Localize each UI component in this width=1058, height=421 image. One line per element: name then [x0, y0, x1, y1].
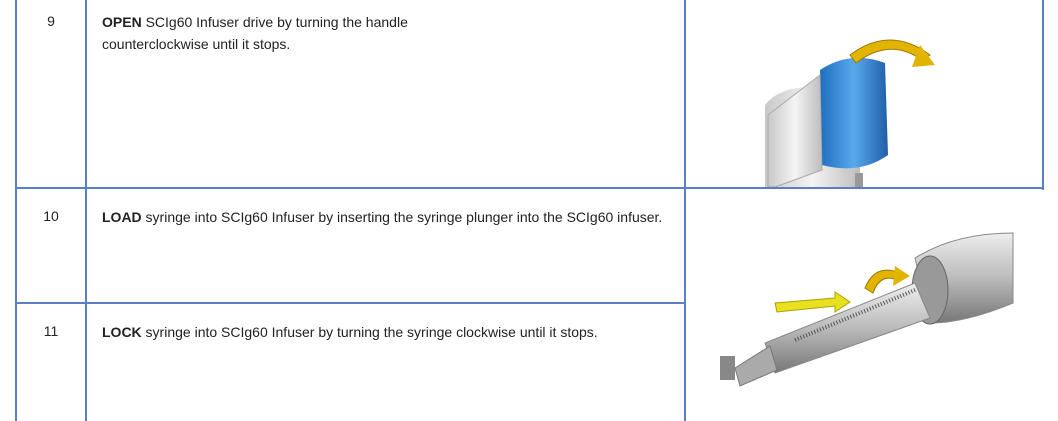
- border: [15, 0, 17, 421]
- action: LOCK: [102, 324, 142, 340]
- action: OPEN: [102, 14, 142, 30]
- syringe-load-illustration: [720, 232, 1014, 387]
- border: [85, 0, 87, 421]
- border: [1042, 0, 1044, 190]
- line: counterclockwise until it stops.: [102, 36, 291, 52]
- border: [15, 302, 686, 304]
- instruction: LOCK syringe into SCIg60 Infuser by turn…: [102, 321, 672, 343]
- line: syringe into SCIg60 Infuser by turning t…: [141, 324, 598, 340]
- line: SCIg60 Infuser drive by turning the hand…: [141, 14, 408, 30]
- border: [15, 187, 1044, 189]
- instruction: OPEN SCIg60 Infuser drive by turning the…: [102, 11, 672, 55]
- line: syringe into SCIg60 Infuser by inserting…: [141, 209, 663, 225]
- step-number: 11: [43, 323, 59, 339]
- step-number: 10: [43, 208, 59, 224]
- infuser-open-illustration: [765, 39, 935, 187]
- step-number: 9: [47, 13, 55, 29]
- action: LOAD: [102, 209, 142, 225]
- border: [684, 0, 686, 421]
- instruction: LOAD syringe into SCIg60 Infuser by inse…: [102, 206, 672, 228]
